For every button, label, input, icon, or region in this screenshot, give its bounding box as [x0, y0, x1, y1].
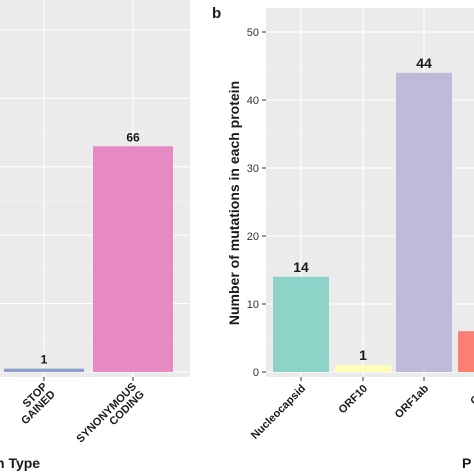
bar-synonymous-coding	[93, 146, 173, 372]
x-tick-label: ORF10	[337, 383, 371, 417]
y-tick-label: 20	[247, 231, 259, 243]
data-label: 1	[41, 353, 48, 367]
data-label: 44	[416, 55, 432, 71]
x-tick-label: ORF	[468, 382, 474, 407]
y-tick-label: 0	[253, 367, 259, 379]
bar-stop-gained	[4, 368, 84, 372]
bar-orf	[458, 331, 474, 372]
bar-orf1ab	[396, 72, 452, 373]
y-tick-label: 40	[247, 95, 259, 107]
x-tick-label: SYNONYMOUSCODING	[74, 381, 146, 453]
x-axis-title: n Type	[0, 455, 40, 471]
data-label: 14	[293, 259, 309, 275]
x-axis-title: P	[462, 455, 471, 471]
panel-b: b 0 10 20 30 40 50 14 Nucleocapsid 1 ORF10 44 ORF1ab…	[212, 5, 474, 471]
data-label: 66	[126, 130, 140, 144]
x-tick-label: STOPGAINED	[11, 381, 58, 428]
data-label: 1	[359, 347, 367, 363]
x-tick-label: Nucleocapsid	[249, 383, 308, 442]
y-tick-label: 30	[247, 163, 259, 175]
y-axis-title: Number of mutations in each protein	[226, 81, 242, 325]
bar-orf10	[335, 365, 391, 372]
y-tick-label: 50	[247, 27, 259, 39]
panel-a: 1 STOPGAINED 66 SYNONYMOUSCODING n Type	[0, 0, 190, 471]
y-tick-label: 10	[247, 299, 259, 311]
panel-letter: b	[212, 5, 221, 22]
x-tick-label: ORF1ab	[393, 382, 432, 421]
bar-nucleocapsid	[273, 276, 329, 372]
